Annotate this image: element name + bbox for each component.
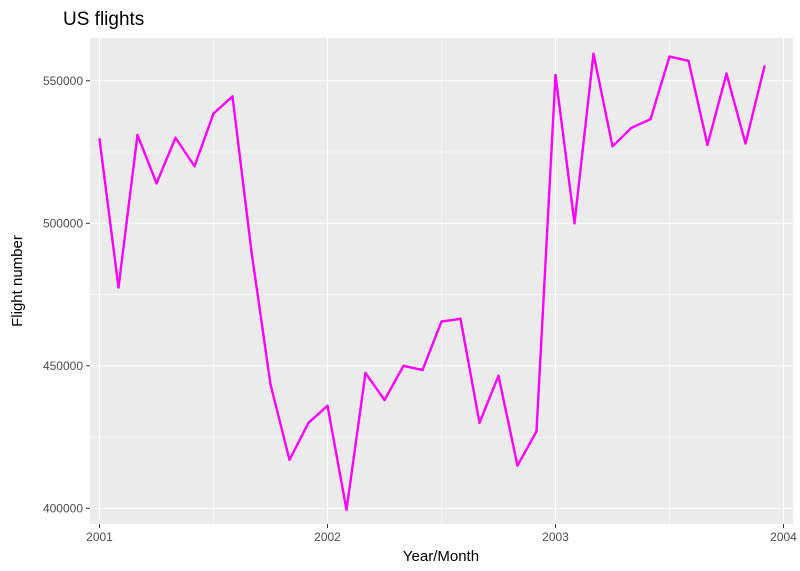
data-point	[706, 143, 709, 147]
y-tick-label: 500000	[43, 216, 83, 230]
x-tick-label: 2003	[542, 530, 569, 544]
data-point	[744, 142, 747, 145]
data-point	[326, 404, 329, 407]
data-point	[763, 65, 766, 68]
data-point	[364, 371, 367, 375]
y-tick-label: 400000	[43, 501, 83, 515]
data-point	[231, 95, 234, 98]
chart-title: US flights	[63, 9, 144, 30]
data-point	[269, 383, 272, 386]
data-point	[478, 421, 481, 425]
data-point	[402, 364, 405, 367]
data-point	[440, 320, 443, 323]
data-point	[307, 421, 310, 425]
grid-lines	[90, 38, 793, 524]
data-point	[649, 118, 652, 121]
data-point	[193, 165, 196, 168]
data-point	[687, 59, 690, 62]
y-tick-label: 450000	[43, 359, 83, 373]
data-point	[345, 508, 348, 511]
series-line	[98, 52, 766, 511]
data-point	[535, 430, 538, 433]
data-point	[668, 55, 671, 58]
data-point	[117, 286, 120, 289]
data-point	[288, 458, 291, 462]
data-point	[212, 112, 215, 115]
data-point	[250, 250, 253, 253]
y-axis-title: Flight number	[9, 235, 26, 327]
data-point	[421, 368, 424, 372]
y-axis: 400000 450000 500000 550000	[43, 74, 90, 515]
x-tick-label: 2002	[314, 530, 341, 544]
y-tick-label: 550000	[43, 74, 83, 88]
data-point	[174, 136, 177, 139]
x-axis: 2001 2002 2003 2004	[86, 524, 797, 544]
data-point	[630, 126, 633, 129]
data-point	[573, 222, 576, 225]
data-point	[136, 133, 139, 137]
data-point	[155, 182, 158, 185]
x-tick-label: 2001	[86, 530, 113, 544]
data-point	[554, 73, 557, 77]
data-point	[611, 145, 614, 148]
data-point	[383, 398, 386, 402]
x-axis-title: Year/Month	[403, 548, 479, 565]
data-point	[725, 72, 728, 75]
data-point	[98, 137, 101, 141]
data-point	[497, 374, 500, 377]
data-point	[459, 317, 462, 320]
data-point	[592, 52, 595, 55]
data-point	[516, 464, 519, 467]
x-tick-label: 2004	[770, 530, 797, 544]
series-layer	[98, 52, 766, 511]
